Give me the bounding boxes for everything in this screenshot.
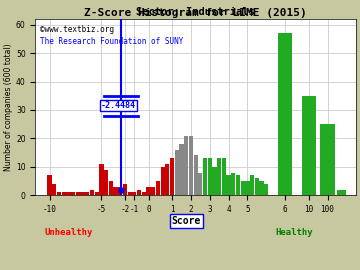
Bar — [76, 193, 80, 195]
Bar — [66, 193, 71, 195]
Text: Healthy: Healthy — [276, 228, 314, 237]
Text: ©www.textbiz.org: ©www.textbiz.org — [40, 25, 114, 34]
Bar — [109, 181, 113, 195]
Bar — [127, 193, 132, 195]
Bar — [170, 158, 174, 195]
Bar — [198, 173, 202, 195]
Bar — [71, 193, 75, 195]
Bar — [222, 158, 226, 195]
Bar — [57, 193, 61, 195]
Bar — [62, 193, 66, 195]
Bar — [118, 187, 122, 195]
Bar — [189, 136, 193, 195]
Bar — [142, 193, 146, 195]
Bar — [278, 33, 292, 195]
Bar — [90, 190, 94, 195]
Bar — [161, 167, 165, 195]
Title: Z-Score Histogram for LIME (2015): Z-Score Histogram for LIME (2015) — [84, 8, 307, 18]
Bar — [231, 173, 235, 195]
Bar — [95, 193, 99, 195]
Bar — [236, 176, 240, 195]
Bar — [255, 178, 259, 195]
Text: Unhealthy: Unhealthy — [44, 228, 93, 237]
Bar — [264, 184, 269, 195]
Bar — [245, 181, 249, 195]
Bar — [156, 181, 160, 195]
Bar — [132, 193, 136, 195]
Bar — [212, 167, 217, 195]
Bar — [123, 184, 127, 195]
Text: Score: Score — [171, 216, 201, 226]
Bar — [175, 150, 179, 195]
Bar — [217, 158, 221, 195]
Bar — [137, 190, 141, 195]
Bar — [113, 187, 118, 195]
Bar — [85, 193, 89, 195]
Bar — [184, 136, 188, 195]
Bar — [250, 176, 254, 195]
Text: -2.4484: -2.4484 — [101, 101, 136, 110]
Text: The Research Foundation of SUNY: The Research Foundation of SUNY — [40, 38, 184, 46]
Bar — [104, 170, 108, 195]
Bar — [320, 124, 335, 195]
Bar — [165, 164, 170, 195]
Bar — [151, 187, 155, 195]
Bar — [260, 181, 264, 195]
Bar — [302, 96, 316, 195]
Bar — [99, 164, 104, 195]
Bar — [80, 193, 85, 195]
Bar — [240, 181, 245, 195]
Bar — [194, 156, 198, 195]
Bar — [147, 187, 150, 195]
Y-axis label: Number of companies (600 total): Number of companies (600 total) — [4, 43, 13, 171]
Bar — [179, 144, 184, 195]
Bar — [52, 184, 57, 195]
Bar — [48, 176, 52, 195]
Bar — [208, 158, 212, 195]
Bar — [203, 158, 207, 195]
Bar — [337, 190, 346, 195]
Bar — [226, 176, 231, 195]
Text: Sector: Industrials: Sector: Industrials — [136, 7, 255, 17]
